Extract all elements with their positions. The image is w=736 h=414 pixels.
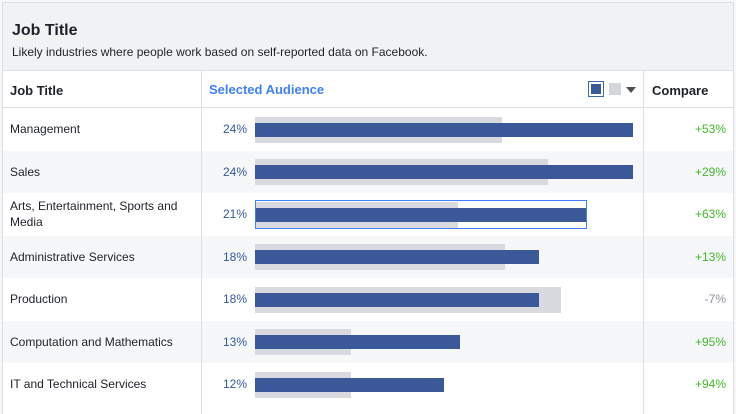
- row-percent: 18%: [222, 292, 247, 307]
- row-bar[interactable]: [255, 236, 635, 279]
- row-label: Arts, Entertainment, Sports and Media: [10, 199, 178, 230]
- row-compare: -7%: [704, 292, 726, 307]
- row-percent: 24%: [222, 164, 247, 179]
- chevron-down-icon[interactable]: [626, 87, 636, 93]
- table-row: Arts, Entertainment, Sports and Media 21%…: [3, 193, 733, 236]
- row-bar[interactable]: [255, 151, 635, 194]
- card-header: Job Title Likely industries where people…: [3, 3, 733, 71]
- row-percent: 13%: [222, 334, 247, 349]
- selected-audience-bar: [255, 250, 539, 264]
- card-title: Job Title: [12, 22, 78, 39]
- table-row: Computation and Mathematics 13% +95%: [3, 320, 733, 364]
- table-row: Production 18% -7%: [3, 278, 733, 321]
- data-rows: Management 24% +53% Sales 24% +29% Arts, Enter…: [3, 108, 733, 406]
- selected-audience-bar: [255, 165, 633, 179]
- row-label: Management: [10, 122, 81, 137]
- row-label: Production: [10, 292, 68, 307]
- row-percent: 24%: [222, 122, 247, 137]
- selected-audience-bar: [255, 335, 460, 349]
- column-header-compare: Compare: [652, 83, 709, 98]
- row-bar[interactable]: [255, 363, 635, 406]
- row-compare: +94%: [694, 377, 726, 392]
- selected-audience-bar: [255, 122, 633, 137]
- row-compare: +29%: [694, 164, 726, 179]
- table-row: IT and Technical Services 12% +94%: [3, 363, 733, 406]
- row-compare: +13%: [694, 249, 726, 264]
- column-divider: [643, 71, 644, 414]
- all-facebook-toggle-icon[interactable]: [609, 83, 621, 95]
- card-subtitle: Likely industries where people work base…: [12, 45, 428, 59]
- table-row: Management 24% +53%: [3, 108, 733, 151]
- row-bar[interactable]: [255, 193, 635, 236]
- column-header-row: Job Title Selected Audience Compare: [3, 71, 733, 108]
- row-bar[interactable]: [255, 321, 635, 364]
- row-bar[interactable]: [255, 108, 635, 151]
- row-label: IT and Technical Services: [10, 377, 147, 392]
- row-label: Computation and Mathematics: [10, 334, 173, 349]
- table-row: Sales 24% +29%: [3, 150, 733, 194]
- bar-highlight: [255, 200, 587, 229]
- column-header-selected-audience[interactable]: Selected Audience: [209, 82, 325, 97]
- row-compare: +63%: [694, 207, 726, 222]
- row-label: Sales: [10, 164, 41, 179]
- column-header-job-title: Job Title: [10, 83, 64, 98]
- row-bar[interactable]: [255, 278, 635, 321]
- row-percent: 12%: [222, 377, 247, 392]
- row-compare: +53%: [694, 122, 726, 137]
- row-label: Administrative Services: [10, 249, 135, 264]
- row-compare: +95%: [694, 334, 726, 349]
- column-divider: [201, 71, 202, 414]
- row-percent: 21%: [222, 207, 247, 222]
- selected-audience-bar: [255, 207, 586, 222]
- selected-audience-toggle-icon[interactable]: [588, 81, 604, 97]
- selected-audience-bar: [255, 292, 539, 307]
- selected-audience-bar: [255, 377, 444, 392]
- table-row: Administrative Services 18% +13%: [3, 235, 733, 279]
- row-percent: 18%: [222, 249, 247, 264]
